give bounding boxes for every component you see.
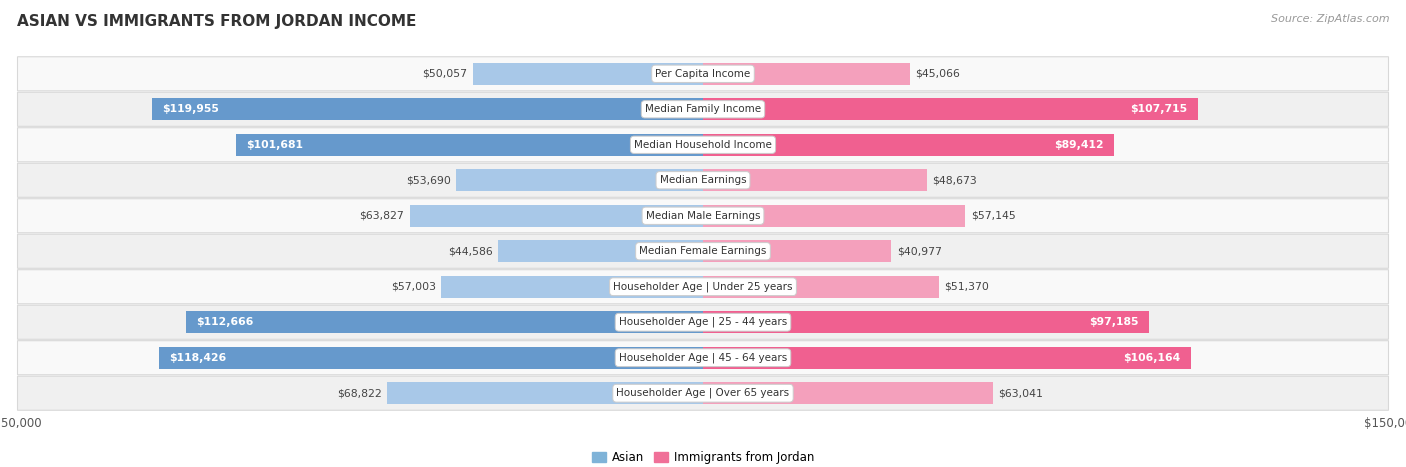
Bar [152,98,703,120]
Bar [441,276,703,298]
Bar [703,169,927,191]
Text: $53,690: $53,690 [406,175,451,185]
Text: $48,673: $48,673 [932,175,977,185]
FancyBboxPatch shape [17,92,1389,126]
Text: $57,003: $57,003 [391,282,436,292]
FancyBboxPatch shape [17,234,1389,268]
Bar [457,169,703,191]
Bar [703,276,939,298]
Text: Median Family Income: Median Family Income [645,104,761,114]
Text: ASIAN VS IMMIGRANTS FROM JORDAN INCOME: ASIAN VS IMMIGRANTS FROM JORDAN INCOME [17,14,416,29]
Text: Householder Age | 25 - 44 years: Householder Age | 25 - 44 years [619,317,787,327]
FancyBboxPatch shape [17,57,1389,91]
Text: $51,370: $51,370 [945,282,990,292]
Bar [703,382,993,404]
Text: Median Earnings: Median Earnings [659,175,747,185]
Bar [159,347,703,369]
Text: $97,185: $97,185 [1090,317,1139,327]
Text: $40,977: $40,977 [897,246,942,256]
Text: Householder Age | 45 - 64 years: Householder Age | 45 - 64 years [619,353,787,363]
Text: $106,164: $106,164 [1123,353,1180,363]
Bar [498,240,703,262]
Text: $107,715: $107,715 [1130,104,1188,114]
FancyBboxPatch shape [17,128,1389,162]
Text: $50,057: $50,057 [423,69,468,79]
Text: $68,822: $68,822 [336,388,381,398]
Text: Householder Age | Over 65 years: Householder Age | Over 65 years [616,388,790,398]
Bar [387,382,703,404]
Bar [703,98,1198,120]
Text: Median Household Income: Median Household Income [634,140,772,150]
Text: $89,412: $89,412 [1053,140,1104,150]
Text: $112,666: $112,666 [195,317,253,327]
Bar [703,134,1114,156]
Bar [703,63,910,85]
Text: Householder Age | Under 25 years: Householder Age | Under 25 years [613,282,793,292]
Text: $44,586: $44,586 [449,246,492,256]
Text: $63,827: $63,827 [360,211,405,221]
Legend: Asian, Immigrants from Jordan: Asian, Immigrants from Jordan [588,446,818,467]
Bar [703,240,891,262]
Bar [703,347,1191,369]
FancyBboxPatch shape [17,163,1389,197]
Bar [703,205,966,227]
FancyBboxPatch shape [17,305,1389,339]
Bar [409,205,703,227]
Text: Median Female Earnings: Median Female Earnings [640,246,766,256]
Text: $57,145: $57,145 [972,211,1015,221]
Bar [186,311,703,333]
Text: Per Capita Income: Per Capita Income [655,69,751,79]
Bar [472,63,703,85]
Bar [236,134,703,156]
Text: $45,066: $45,066 [915,69,960,79]
Text: $119,955: $119,955 [162,104,219,114]
Text: $63,041: $63,041 [998,388,1043,398]
FancyBboxPatch shape [17,376,1389,410]
FancyBboxPatch shape [17,341,1389,375]
Text: Median Male Earnings: Median Male Earnings [645,211,761,221]
Text: Source: ZipAtlas.com: Source: ZipAtlas.com [1271,14,1389,24]
Text: $101,681: $101,681 [246,140,304,150]
Bar [703,311,1149,333]
FancyBboxPatch shape [17,270,1389,304]
Text: $118,426: $118,426 [169,353,226,363]
FancyBboxPatch shape [17,199,1389,233]
